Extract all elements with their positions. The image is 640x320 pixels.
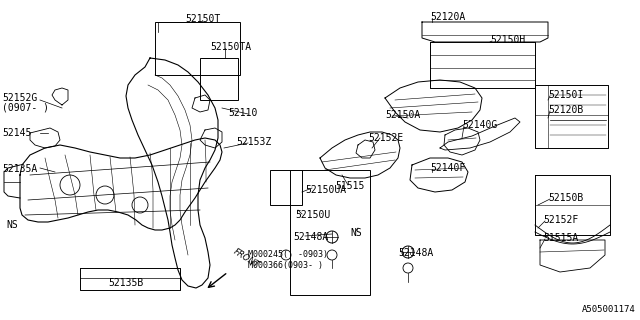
Text: 52153Z: 52153Z xyxy=(236,137,271,147)
Text: 52148A: 52148A xyxy=(293,232,328,242)
Text: 52120B: 52120B xyxy=(548,105,583,115)
Bar xyxy=(290,170,370,295)
Text: 51515A: 51515A xyxy=(543,233,579,243)
Text: NS: NS xyxy=(350,228,362,238)
Text: FRONT: FRONT xyxy=(232,247,261,270)
Text: 52135B: 52135B xyxy=(108,278,143,288)
Text: 52152E: 52152E xyxy=(368,133,403,143)
Text: 52150B: 52150B xyxy=(548,193,583,203)
Text: 52110: 52110 xyxy=(228,108,257,118)
Text: 52145: 52145 xyxy=(2,128,31,138)
Text: 52140G: 52140G xyxy=(462,120,497,130)
Text: 52150H: 52150H xyxy=(490,35,525,45)
Text: 52152G: 52152G xyxy=(2,93,37,103)
Bar xyxy=(200,58,238,100)
Text: 52140F: 52140F xyxy=(430,163,465,173)
Text: 52150UA: 52150UA xyxy=(305,185,346,195)
Text: A505001174: A505001174 xyxy=(582,305,636,314)
Text: 52148A: 52148A xyxy=(398,248,433,258)
Text: 52135A: 52135A xyxy=(2,164,37,174)
Text: M000245(  -0903): M000245( -0903) xyxy=(248,250,328,259)
Bar xyxy=(270,170,302,205)
Text: (0907- ): (0907- ) xyxy=(2,103,49,113)
Text: M000366(0903- ): M000366(0903- ) xyxy=(248,261,323,270)
Text: 52150U: 52150U xyxy=(295,210,330,220)
Text: 52150A: 52150A xyxy=(385,110,420,120)
Text: 51515: 51515 xyxy=(335,181,364,191)
Text: 52150TA: 52150TA xyxy=(210,42,251,52)
Text: NS: NS xyxy=(6,220,18,230)
Text: 52150I: 52150I xyxy=(548,90,583,100)
Text: 52120A: 52120A xyxy=(430,12,465,22)
Bar xyxy=(155,22,240,75)
Text: 52152F: 52152F xyxy=(543,215,579,225)
Text: 52150T: 52150T xyxy=(185,14,220,24)
